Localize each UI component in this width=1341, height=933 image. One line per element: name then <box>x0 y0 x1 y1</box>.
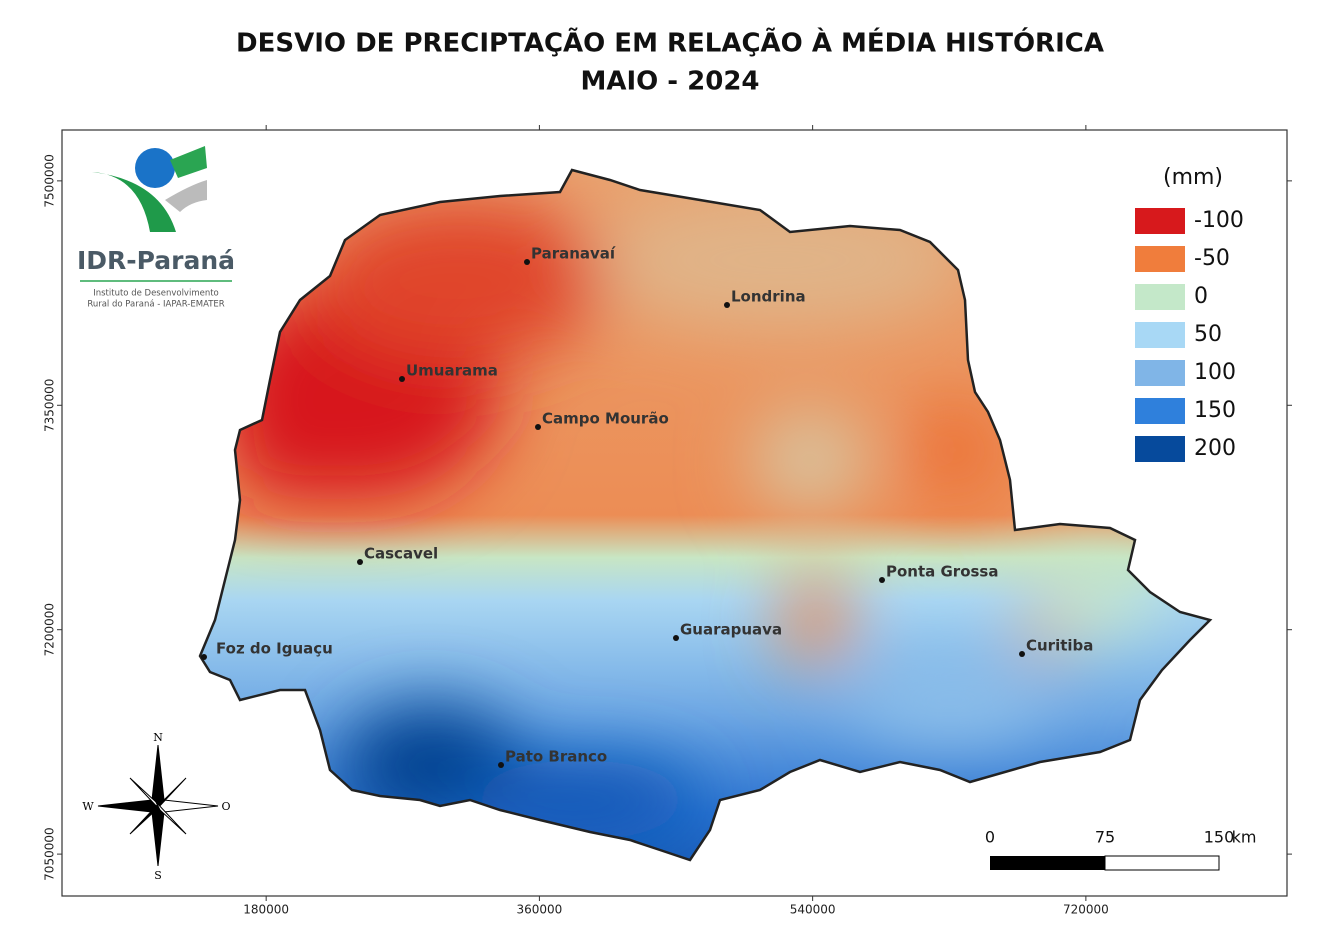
city-marker <box>673 635 679 641</box>
city-label: Londrina <box>731 288 806 306</box>
compass-label: W <box>82 800 94 813</box>
y-tick-label: 7350000 <box>43 379 57 432</box>
title: DESVIO DE PRECIPTAÇÃO EM RELAÇÃO À MÉDIA… <box>236 27 1104 59</box>
legend-label: 150 <box>1194 398 1236 423</box>
legend-swatch <box>1135 436 1185 462</box>
x-tick-label: 540000 <box>790 903 836 917</box>
city-label: Foz do Iguaçu <box>216 640 333 658</box>
x-tick-label: 180000 <box>243 903 289 917</box>
legend-swatch <box>1135 322 1185 348</box>
x-tick-label: 720000 <box>1063 903 1109 917</box>
legend-swatch <box>1135 284 1185 310</box>
legend-label: -100 <box>1194 208 1244 233</box>
city-marker <box>399 376 405 382</box>
compass-rose <box>97 744 219 867</box>
city-label: Cascavel <box>364 545 438 563</box>
compass-label: S <box>154 869 162 882</box>
city-label: Pato Branco <box>505 748 607 766</box>
y-tick-label: 7200000 <box>43 603 57 656</box>
city-label: Guarapuava <box>680 621 782 639</box>
city-label: Paranavaí <box>531 245 616 263</box>
city-marker <box>201 654 207 660</box>
subtitle: MAIO - 2024 <box>580 67 759 97</box>
legend-label: -50 <box>1194 246 1230 271</box>
legend-unit: (mm) <box>1163 165 1223 190</box>
scale-label: 0 <box>985 828 995 847</box>
scale-label: 75 <box>1095 828 1115 847</box>
logo-name: IDR-Paraná <box>77 246 235 275</box>
city-marker <box>724 302 730 308</box>
legend-swatch <box>1135 360 1185 386</box>
city-label: Ponta Grossa <box>886 563 999 581</box>
legend-label: 100 <box>1194 360 1236 385</box>
city-marker <box>535 424 541 430</box>
legend-swatch <box>1135 208 1185 234</box>
legend-label: 50 <box>1194 322 1222 347</box>
logo: IDR-Paraná Instituto de Desenvolvimento … <box>77 146 235 310</box>
city-label: Campo Mourão <box>542 410 669 428</box>
compass-label: O <box>221 800 230 813</box>
logo-subtitle: Rural do Paraná - IAPAR-EMATER <box>87 300 224 310</box>
legend-label: 0 <box>1194 284 1208 309</box>
legend-label: 200 <box>1194 436 1236 461</box>
scale-unit: km <box>1232 828 1257 847</box>
city-label: Curitiba <box>1026 637 1093 655</box>
y-tick-label: 7050000 <box>43 827 57 880</box>
y-tick-label: 7500000 <box>43 154 57 207</box>
legend: -100 -50 0 50 100 150 200 <box>1135 208 1244 462</box>
logo-subtitle: Instituto de Desenvolvimento <box>93 289 219 299</box>
compass-label: N <box>153 731 163 744</box>
city-marker <box>524 259 530 265</box>
precipitation-surface <box>200 170 1210 860</box>
scale-label: 150 <box>1204 828 1235 847</box>
city-marker <box>1019 651 1025 657</box>
x-tick-label: 360000 <box>516 903 562 917</box>
city-marker <box>357 559 363 565</box>
city-label: Umuarama <box>406 362 498 380</box>
city-marker <box>879 577 885 583</box>
generated: 180000 360000 540000 720000 7500000 7350000 72… <box>43 125 1292 917</box>
legend-swatch <box>1135 398 1185 424</box>
city-marker <box>498 762 504 768</box>
legend-swatch <box>1135 246 1185 272</box>
